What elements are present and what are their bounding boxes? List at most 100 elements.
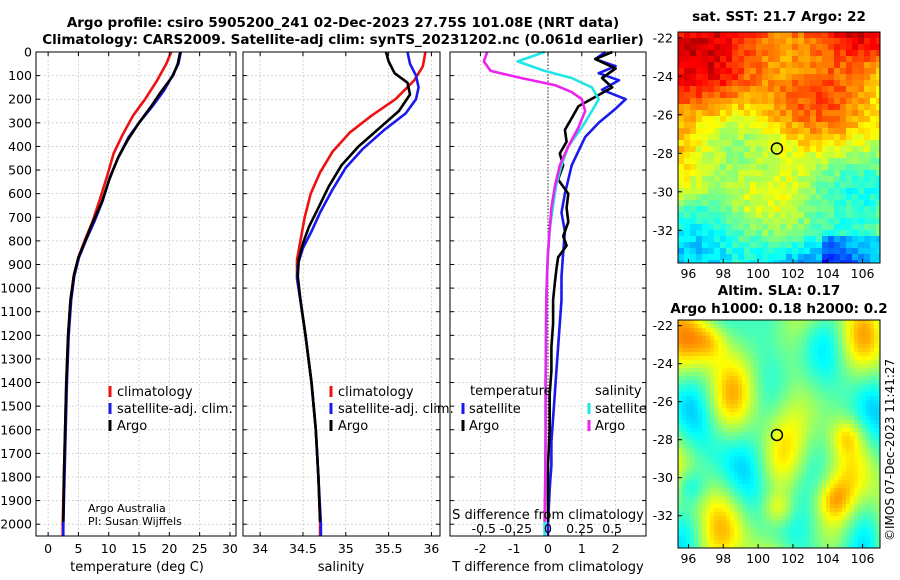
map-cell xyxy=(810,38,817,45)
map-cell xyxy=(706,340,711,345)
map-cell xyxy=(838,500,843,505)
map-cell xyxy=(710,436,715,441)
map-cell xyxy=(734,400,739,405)
map-cell xyxy=(876,68,881,75)
map-cell xyxy=(850,360,855,365)
map-cell xyxy=(678,332,683,337)
map-cell xyxy=(870,254,877,261)
map-cell xyxy=(822,380,827,385)
map-cell xyxy=(768,92,775,99)
map-cell xyxy=(684,182,691,189)
map-cell xyxy=(786,86,793,93)
map-cell xyxy=(774,328,779,333)
map-cell xyxy=(686,392,691,397)
map-cell xyxy=(682,360,687,365)
map-cell xyxy=(790,476,795,481)
map-cell xyxy=(850,324,855,329)
map-cell xyxy=(806,456,811,461)
map-cell xyxy=(774,392,779,397)
map-cell xyxy=(768,260,775,264)
map-cell xyxy=(870,368,875,373)
map-cell xyxy=(684,68,691,75)
map-cell xyxy=(726,122,733,129)
map-cell xyxy=(714,488,719,493)
map-cell xyxy=(690,428,695,433)
x-tick-label: 2 xyxy=(612,541,620,556)
map-cell xyxy=(864,242,871,249)
map-cell xyxy=(690,376,695,381)
map-cell xyxy=(722,436,727,441)
map-cell xyxy=(730,524,735,529)
map-cell xyxy=(874,528,879,533)
map-cell xyxy=(720,68,727,75)
map-cell xyxy=(778,496,783,501)
map-cell xyxy=(786,328,791,333)
map-cell xyxy=(714,412,719,417)
map-cell xyxy=(722,520,727,525)
map-cell xyxy=(694,464,699,469)
map-cell xyxy=(782,404,787,409)
map-cell xyxy=(804,242,811,249)
map-cell xyxy=(858,218,865,225)
map-cell xyxy=(702,472,707,477)
map-cell xyxy=(694,536,699,541)
map-cell xyxy=(696,38,703,45)
map-cell xyxy=(696,74,703,81)
map-cell xyxy=(786,392,791,397)
map-cell xyxy=(810,62,817,69)
map-cell xyxy=(786,492,791,497)
map-cell xyxy=(734,408,739,413)
map-cell xyxy=(686,508,691,513)
map-cell xyxy=(714,110,721,117)
series-t-argo xyxy=(546,50,617,522)
map-cell xyxy=(750,428,755,433)
map-cell xyxy=(694,508,699,513)
map-cell xyxy=(830,436,835,441)
map-cell xyxy=(858,164,865,171)
map-cell xyxy=(718,380,723,385)
map-cell xyxy=(798,236,805,243)
map-cell xyxy=(794,412,799,417)
map-cell xyxy=(778,444,783,449)
salinity-tick-label: 0.5 xyxy=(602,521,622,536)
map-cell xyxy=(714,448,719,453)
depth-tick-label: 1100 xyxy=(0,304,32,319)
map-cell xyxy=(822,376,827,381)
map-cell xyxy=(878,444,881,449)
map-cell xyxy=(768,86,775,93)
map-cell xyxy=(726,428,731,433)
map-cell xyxy=(714,456,719,461)
map-cell xyxy=(826,532,831,537)
map-cell xyxy=(690,544,695,549)
map-cell xyxy=(822,424,827,429)
map-cell xyxy=(854,432,859,437)
map-cell xyxy=(794,544,799,549)
map-cell xyxy=(686,424,691,429)
map-cell xyxy=(714,134,721,141)
map-cell xyxy=(846,80,853,87)
map-cell xyxy=(702,456,707,461)
map-cell xyxy=(806,380,811,385)
map-cell xyxy=(838,416,843,421)
map-cell xyxy=(852,164,859,171)
map-cell xyxy=(866,460,871,465)
map-cell xyxy=(846,152,853,159)
map-cell xyxy=(718,512,723,517)
map-cell xyxy=(750,38,757,45)
map-cell xyxy=(734,352,739,357)
map-cell xyxy=(690,476,695,481)
map-cell xyxy=(786,324,791,329)
map-cell xyxy=(754,408,759,413)
map-cell xyxy=(730,500,735,505)
map-cell xyxy=(804,44,811,51)
map-cell xyxy=(786,436,791,441)
map-cell xyxy=(846,110,853,117)
map-cell xyxy=(702,416,707,421)
map-cell xyxy=(762,134,769,141)
map-cell xyxy=(766,532,771,537)
map-cell xyxy=(726,436,731,441)
map-cell xyxy=(750,152,757,159)
map-cell xyxy=(854,492,859,497)
map-cell xyxy=(696,128,703,135)
map-cell xyxy=(694,524,699,529)
